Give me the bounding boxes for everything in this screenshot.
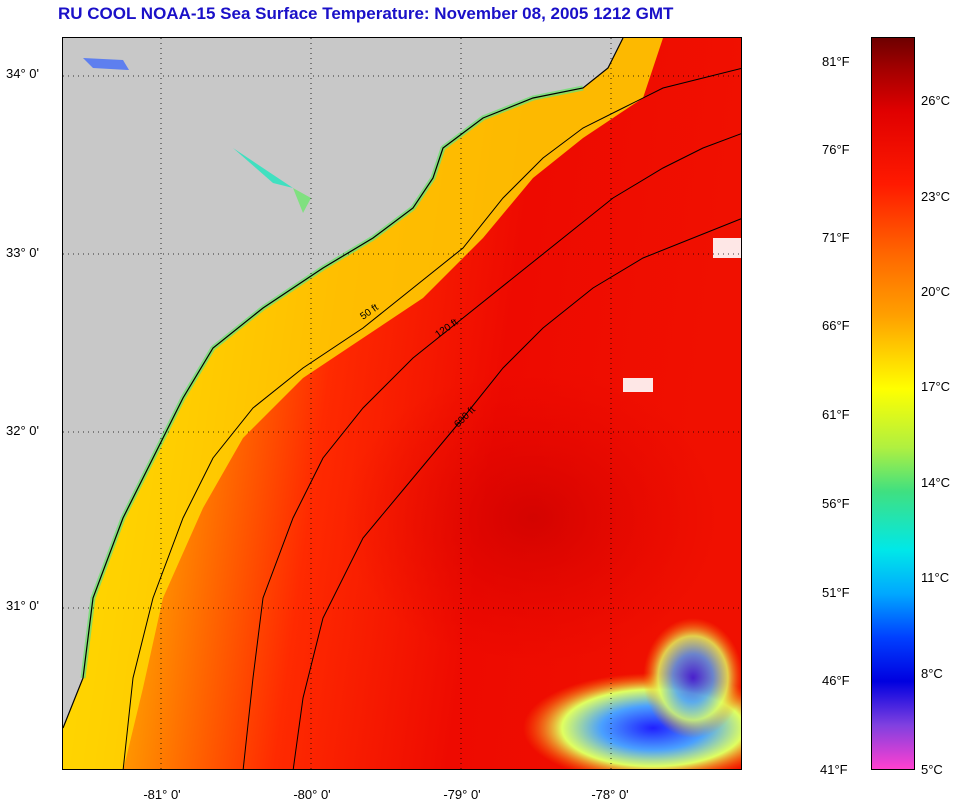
temperature-colorbar: [871, 37, 915, 770]
lon-label-79: -79° 0': [443, 787, 481, 802]
colorbar-c-label: 23°C: [921, 189, 951, 204]
colorbar-c-label: 8°C: [921, 666, 943, 681]
map-title: RU COOL NOAA-15 Sea Surface Temperature:…: [58, 4, 674, 23]
lat-label-34: 34° 0': [6, 66, 39, 81]
contour-50ft: [122, 67, 741, 769]
colorbar-c-label: 11°C: [921, 570, 950, 585]
colorbar-f-label: 66°F: [822, 318, 850, 333]
colorbar-c-label: 5°C: [921, 762, 943, 777]
lon-label-78: -78° 0': [591, 787, 629, 802]
lat-label-33: 33° 0': [6, 245, 39, 260]
contour-600ft: [292, 218, 741, 769]
lat-label-32: 32° 0': [6, 423, 39, 438]
colorbar-f-label: 61°F: [822, 407, 850, 422]
sst-map-graphic: 50 ft 120 ft 600 ft: [63, 38, 741, 769]
sst-map: 50 ft 120 ft 600 ft: [62, 37, 742, 770]
lon-label-81: -81° 0': [143, 787, 181, 802]
colorbar-f-label: 71°F: [822, 230, 850, 245]
colorbar-f-label: 76°F: [822, 142, 850, 157]
colorbar-f-label: 56°F: [822, 496, 850, 511]
colorbar-c-label: 20°C: [921, 284, 951, 299]
colorbar-f-label: 81°F: [822, 54, 850, 69]
colorbar-f-label: 46°F: [822, 673, 850, 688]
colorbar-f-label: 41°F: [820, 762, 848, 777]
lat-label-31: 31° 0': [6, 598, 39, 613]
colorbar-c-label: 14°C: [921, 475, 951, 490]
colorbar-c-label: 17°C: [921, 379, 951, 394]
lon-label-80: -80° 0': [293, 787, 331, 802]
colorbar-c-label: 26°C: [921, 93, 951, 108]
coastline: [63, 38, 624, 729]
contour-120ft: [242, 133, 741, 769]
colorbar-f-label: 51°F: [822, 585, 850, 600]
